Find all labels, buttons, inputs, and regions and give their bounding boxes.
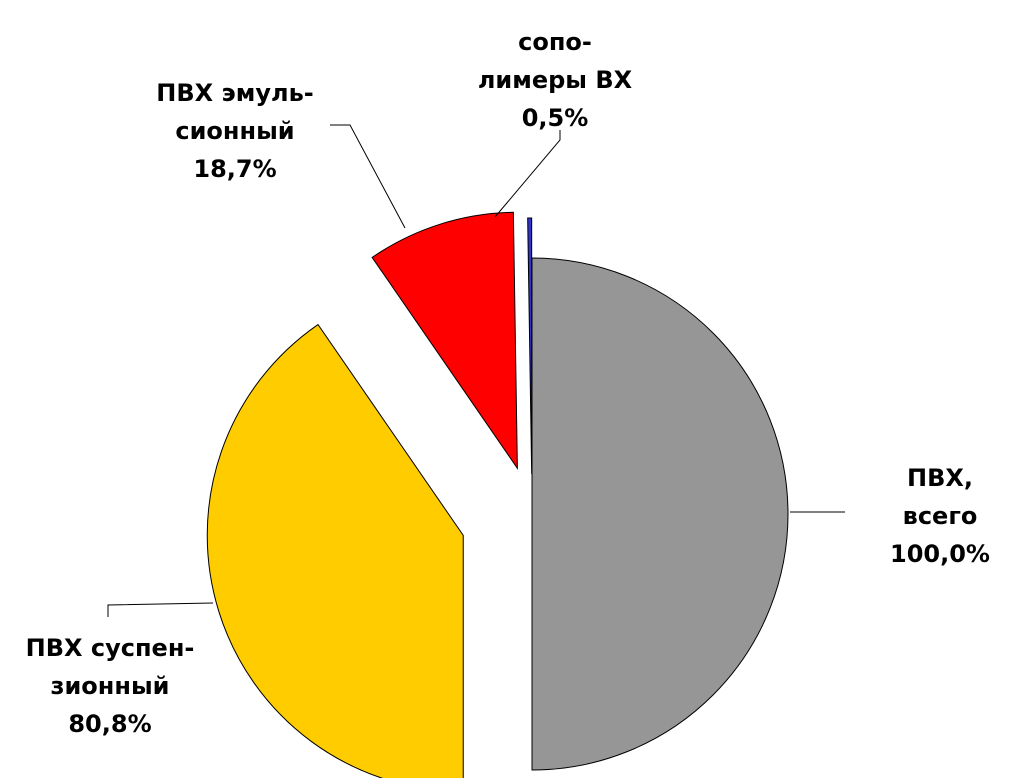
value-label: 18,7% (156, 150, 313, 188)
category-label: сопо- лимеры ВХ (478, 23, 632, 99)
leader-line (330, 125, 405, 228)
category-label: ПВХ эмуль- сионный (156, 74, 313, 150)
value-label: 80,8% (26, 705, 195, 743)
category-label: ПВХ, всего (890, 459, 990, 535)
category-label: ПВХ суспен- зионный (26, 629, 195, 705)
slice-label: ПВХ эмуль- сионный18,7% (156, 74, 313, 188)
value-label: 0,5% (478, 99, 632, 137)
chart: ПВХ, всего100,0% ПВХ суспен- зионный80,8%… (0, 0, 1034, 778)
pie-slice (532, 258, 788, 770)
leader-line (495, 130, 560, 217)
slice-label: ПВХ суспен- зионный80,8% (26, 629, 195, 743)
leader-line (108, 603, 213, 617)
slice-label: сопо- лимеры ВХ0,5% (478, 23, 632, 137)
pie-slice (207, 325, 463, 778)
pie-slice (528, 218, 532, 474)
value-label: 100,0% (890, 535, 990, 573)
pie-slice (372, 212, 517, 468)
slice-label: ПВХ, всего100,0% (890, 459, 990, 573)
